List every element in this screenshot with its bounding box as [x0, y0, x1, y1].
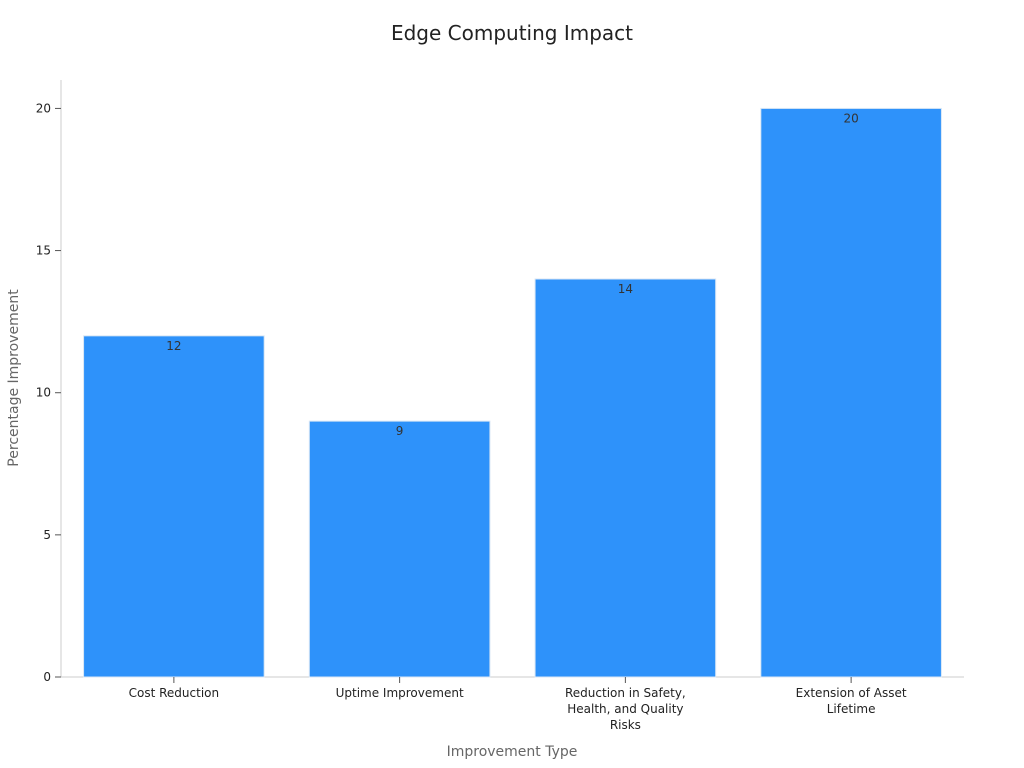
x-axis-title: Improvement Type — [447, 744, 578, 760]
data-label: 14 — [618, 282, 633, 296]
y-tick-label: 0 — [43, 670, 51, 684]
y-tick-label: 10 — [36, 386, 51, 400]
x-tick-label: Extension of Asset Lifetime — [796, 686, 907, 716]
data-labels: 12 9 14 20 — [166, 111, 859, 438]
x-tick-label: Reduction in Safety, Health, and Quality R… — [565, 686, 686, 732]
y-tick-label: 5 — [43, 528, 51, 542]
bars — [83, 107, 942, 678]
x-tick-label: Cost Reduction — [129, 686, 219, 700]
y-axis-title: Percentage Improvement — [6, 289, 22, 467]
y-ticks: 0 5 10 15 20 — [36, 101, 61, 684]
data-label: 20 — [843, 111, 858, 125]
y-tick-label: 15 — [36, 244, 51, 258]
bar — [534, 278, 717, 678]
data-label: 9 — [396, 424, 404, 438]
bar — [83, 335, 265, 678]
bar — [308, 420, 491, 678]
chart-title: Edge Computing Impact — [391, 21, 633, 45]
x-tick-label: Uptime Improvement — [336, 686, 464, 700]
bar — [760, 107, 942, 678]
x-ticks: Cost Reduction Uptime Improvement Reductio… — [129, 677, 907, 732]
data-label: 12 — [166, 339, 181, 353]
y-tick-label: 20 — [36, 101, 51, 115]
